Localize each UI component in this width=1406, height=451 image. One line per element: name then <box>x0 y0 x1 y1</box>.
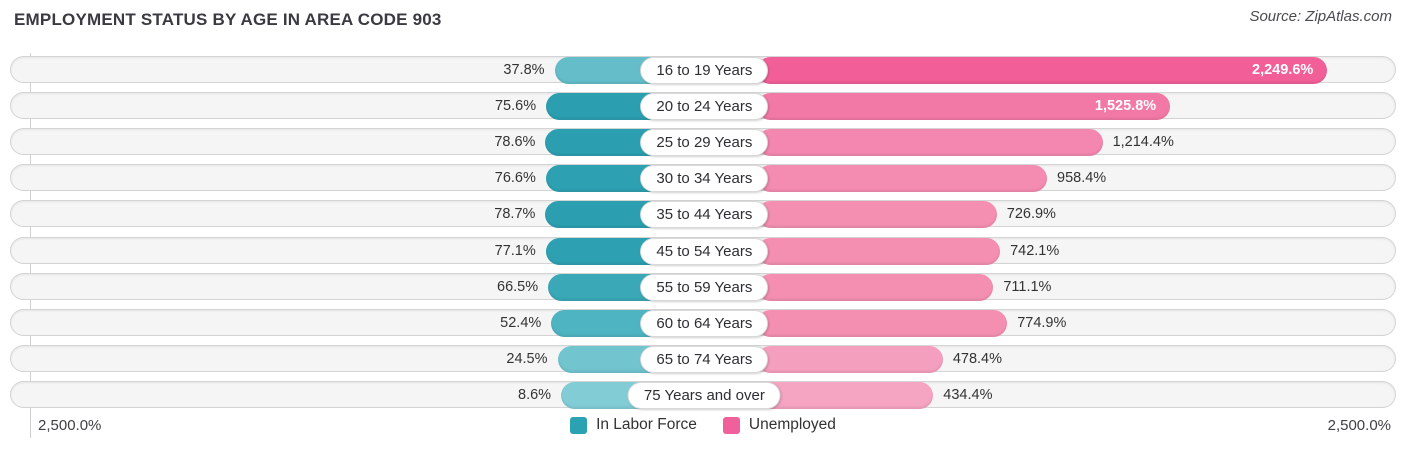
labor-force-value: 37.8% <box>503 61 545 78</box>
unemployed-bar <box>757 201 997 229</box>
axis-max-left: 2,500.0% <box>38 417 102 434</box>
unemployed-bar <box>757 346 943 374</box>
unemployed-value: 711.1% <box>1003 278 1052 295</box>
row-track: 78.7% 726.9% 35 to 44 Years <box>10 200 1396 229</box>
unemployed-value: 1,525.8% <box>1094 97 1157 114</box>
row-track: 75.6% 1,525.8% 20 to 24 Years <box>10 91 1396 120</box>
labor-force-value: 78.6% <box>494 133 536 150</box>
unemployed-value: 774.9% <box>1017 314 1067 331</box>
age-group-label: 75 Years and over <box>627 382 781 410</box>
age-group-label: 60 to 64 Years <box>640 309 769 337</box>
unemployed-bar: 2,249.6% <box>757 56 1328 84</box>
row-track: 8.6% 434.4% 75 Years and over <box>10 381 1396 410</box>
unemployed-value: 2,249.6% <box>1252 61 1314 78</box>
labor-force-value: 75.6% <box>494 97 537 114</box>
labor-force-value: 76.6% <box>494 170 536 187</box>
legend-item-unemployed: Unemployed <box>722 416 836 434</box>
unemployed-bar <box>757 237 1001 265</box>
labor-force-bar <box>548 273 651 301</box>
labor-force-bar <box>545 165 651 193</box>
labor-force-swatch <box>570 416 588 434</box>
unemployed-value: 958.4% <box>1057 170 1107 187</box>
age-group-label: 55 to 59 Years <box>640 273 769 301</box>
unemployed-value: 478.4% <box>952 351 1003 368</box>
age-group-label: 65 to 74 Years <box>640 346 769 374</box>
row-track: 77.1% 742.1% 45 to 54 Years <box>10 236 1396 265</box>
legend-item-labor-force: In Labor Force <box>570 416 697 434</box>
unemployed-value: 1,214.4% <box>1112 133 1174 150</box>
unemployed-value: 726.9% <box>1006 206 1056 223</box>
age-group-label: 30 to 34 Years <box>640 165 769 193</box>
unemployed-bar <box>757 165 1048 193</box>
row-track: 37.8% 2,249.6% 16 to 19 Years <box>10 55 1396 84</box>
labor-force-value: 52.4% <box>500 314 542 331</box>
labor-force-value: 24.5% <box>506 351 548 368</box>
unemployed-bar: 1,525.8% <box>757 92 1171 120</box>
unemployed-bar <box>757 382 934 410</box>
labor-force-bar <box>545 128 651 156</box>
page-title: EMPLOYMENT STATUS BY AGE IN AREA CODE 90… <box>14 10 442 29</box>
labor-force-bar <box>551 309 651 337</box>
row-track: 52.4% 774.9% 60 to 64 Years <box>10 308 1396 337</box>
legend-label: In Labor Force <box>596 416 697 433</box>
row-track: 76.6% 958.4% 30 to 34 Years <box>10 164 1396 193</box>
unemployed-value: 434.4% <box>943 387 993 404</box>
age-group-label: 20 to 24 Years <box>640 92 769 120</box>
legend: In Labor Force Unemployed <box>0 416 1406 434</box>
labor-force-value: 77.1% <box>494 242 536 259</box>
row-track: 66.5% 711.1% 55 to 59 Years <box>10 272 1396 301</box>
row-track: 78.6% 1,214.4% 25 to 29 Years <box>10 127 1396 156</box>
labor-force-bar <box>545 237 651 265</box>
labor-force-value: 66.5% <box>497 278 539 295</box>
row-track: 24.5% 478.4% 65 to 74 Years <box>10 345 1396 374</box>
age-group-label: 35 to 44 Years <box>640 201 769 229</box>
labor-force-bar <box>546 92 651 120</box>
legend-label: Unemployed <box>748 416 836 433</box>
source-credit: Source: ZipAtlas.com <box>1249 8 1392 25</box>
unemployed-value: 742.1% <box>1010 242 1060 259</box>
unemployed-bar <box>757 273 994 301</box>
labor-force-value: 8.6% <box>518 387 552 404</box>
labor-force-bar <box>554 56 651 84</box>
age-group-label: 45 to 54 Years <box>640 237 769 265</box>
axis-max-right: 2,500.0% <box>1327 417 1391 434</box>
age-group-label: 16 to 19 Years <box>640 56 769 84</box>
labor-force-bar <box>545 201 651 229</box>
labor-force-bar <box>557 346 651 374</box>
unemployed-swatch <box>722 416 740 434</box>
age-group-label: 25 to 29 Years <box>640 128 769 156</box>
unemployed-bar <box>757 309 1008 337</box>
unemployed-bar <box>757 128 1103 156</box>
labor-force-value: 78.7% <box>494 206 536 223</box>
